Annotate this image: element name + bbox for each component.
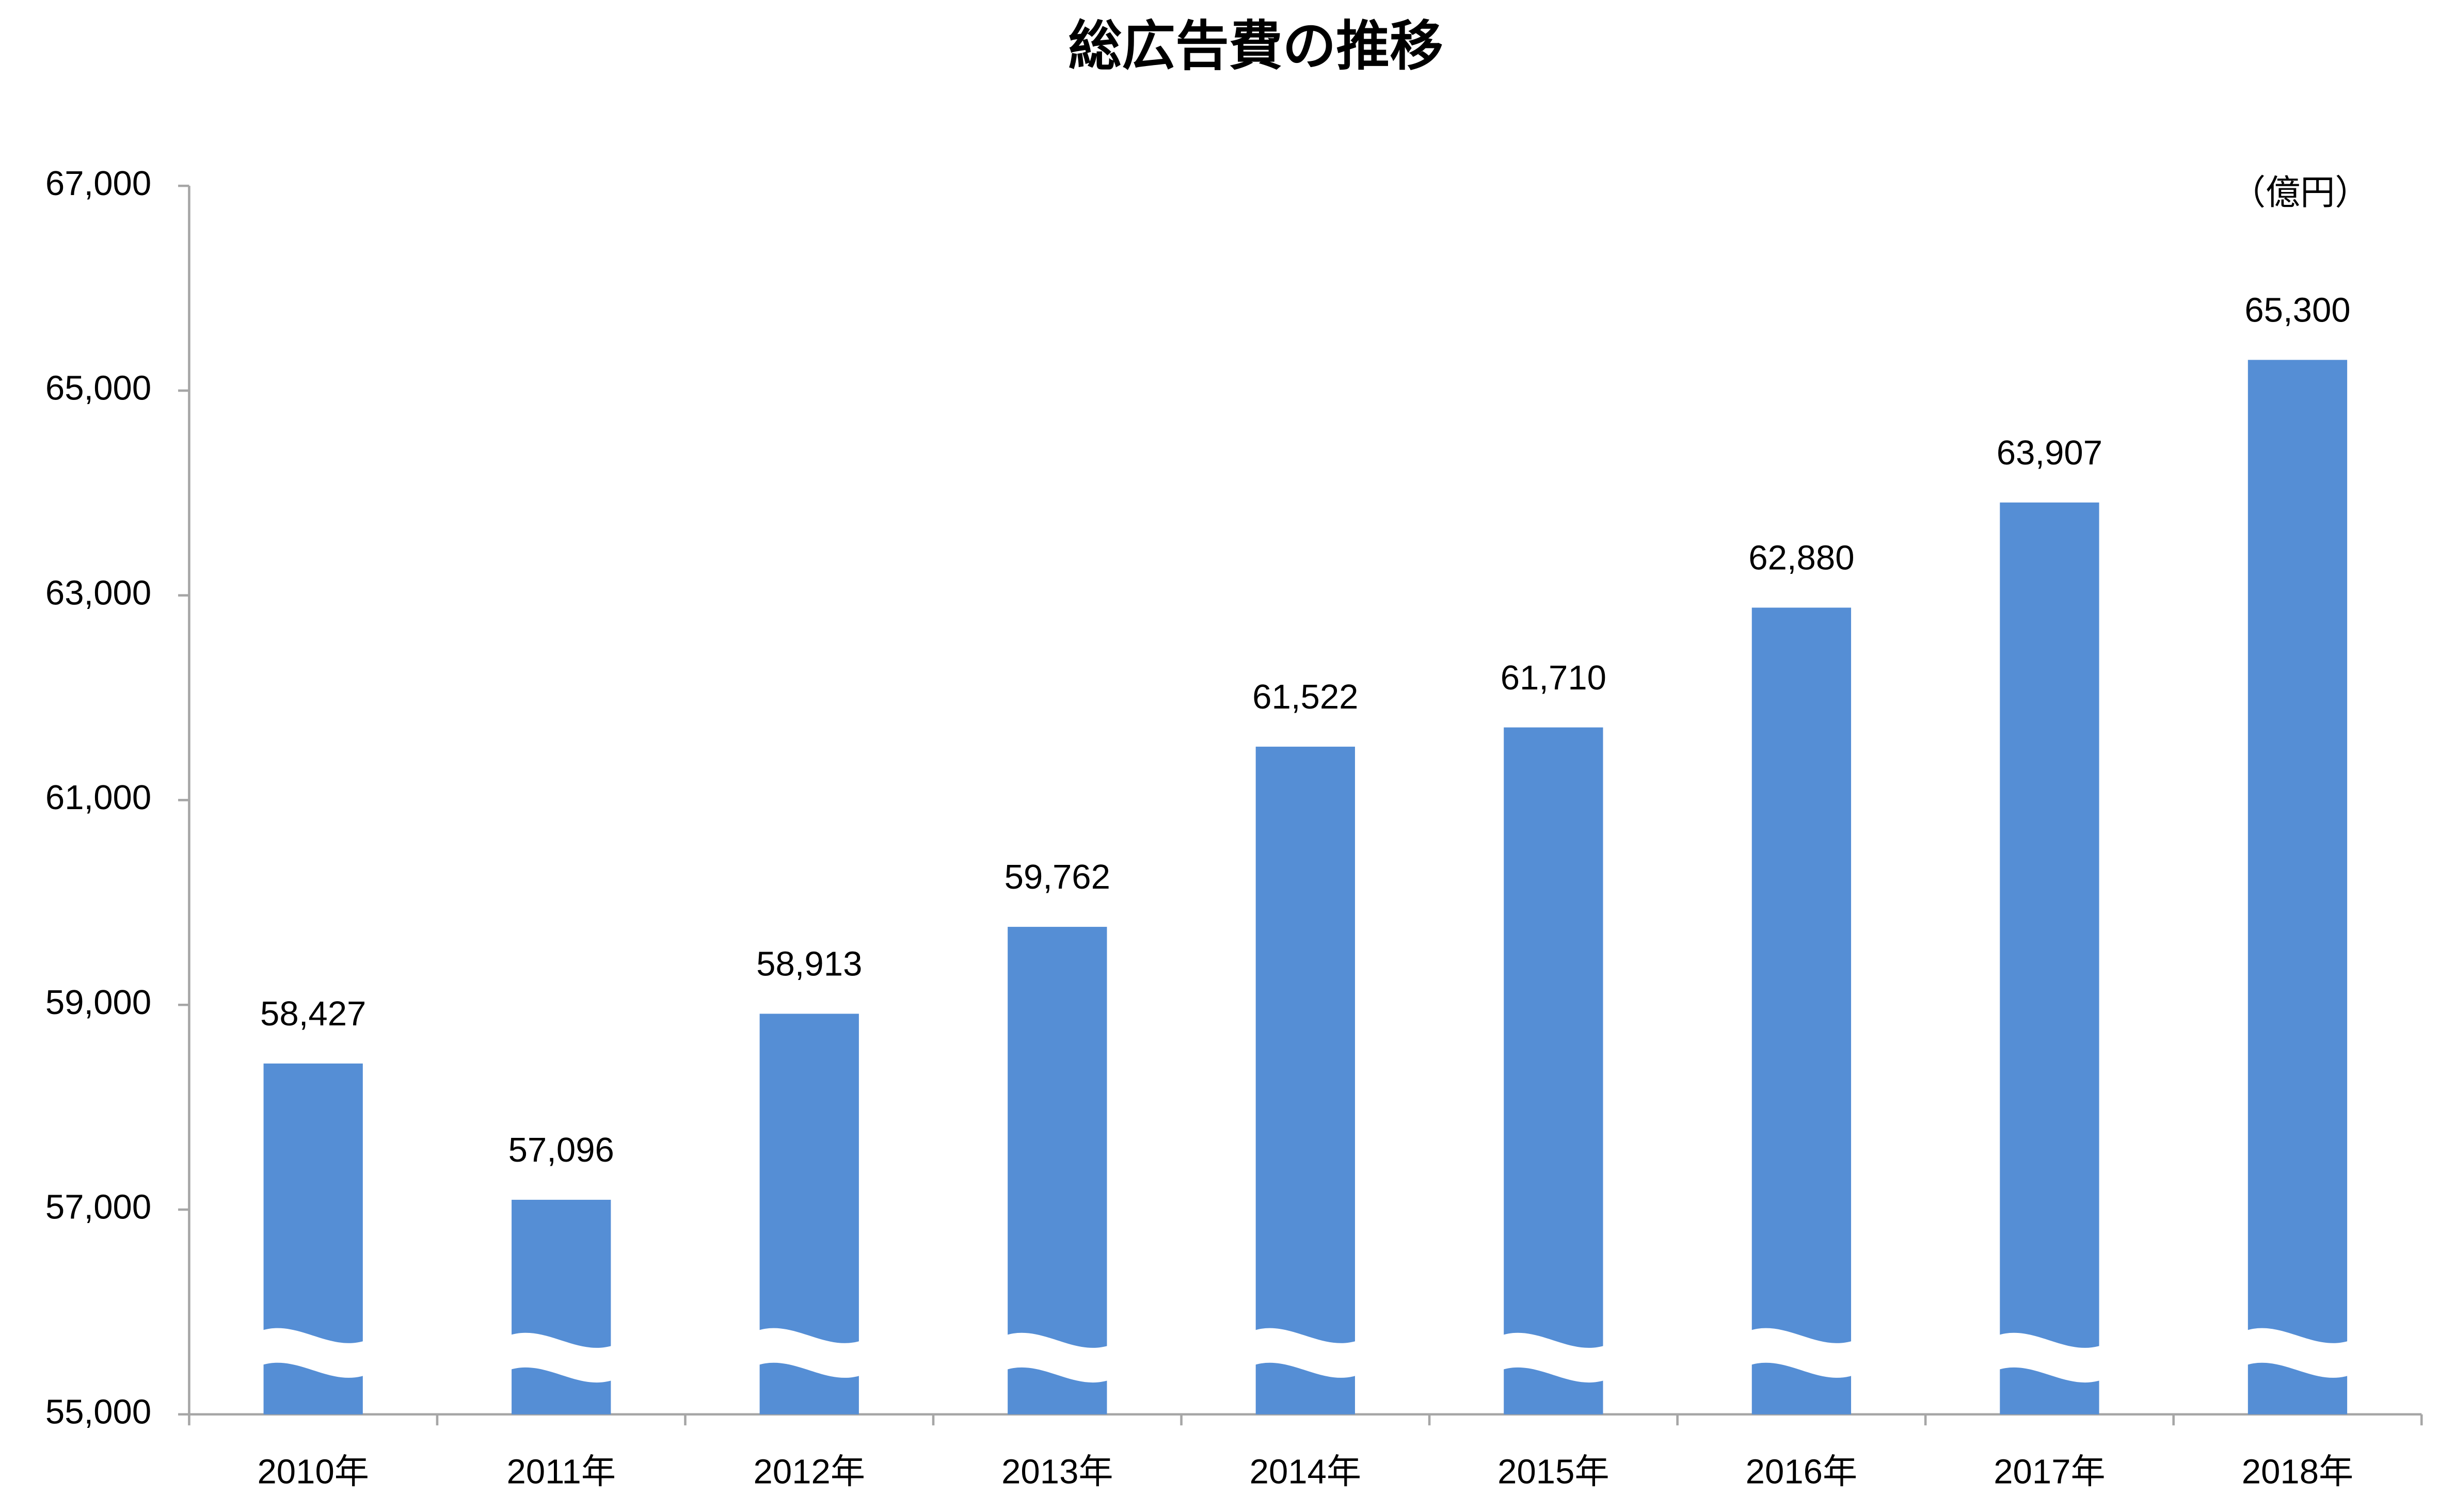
axis-break	[260, 1328, 366, 1378]
x-tick-label: 2010年	[257, 1452, 369, 1491]
axis-break	[1748, 1328, 1855, 1378]
unit-label: （億円）	[2231, 173, 2370, 212]
y-tick-label: 59,000	[45, 983, 151, 1022]
x-tick-label: 2013年	[1001, 1452, 1113, 1491]
axis-break	[1501, 1332, 1606, 1383]
axis-break	[756, 1328, 863, 1378]
x-tick-label: 2017年	[1994, 1452, 2105, 1491]
value-label: 58,913	[756, 945, 862, 984]
value-label: 61,522	[1252, 678, 1358, 716]
y-tick-label: 65,000	[45, 369, 151, 408]
x-tick-label: 2012年	[754, 1452, 865, 1491]
value-label: 59,762	[1005, 858, 1110, 896]
bar	[1255, 746, 1355, 1414]
y-tick-label: 55,000	[45, 1393, 151, 1431]
bar	[1504, 727, 1603, 1414]
chart-title: 総広告費の推移	[1069, 16, 1443, 76]
y-tick-label: 67,000	[45, 164, 151, 203]
axis-break	[1997, 1332, 2102, 1383]
y-tick-label: 63,000	[45, 573, 151, 612]
y-tick-label: 57,000	[45, 1188, 151, 1227]
axis-break	[2244, 1328, 2351, 1378]
y-tick-label: 61,000	[45, 778, 151, 817]
x-tick-label: 2016年	[1746, 1452, 1857, 1491]
value-label: 57,096	[508, 1131, 614, 1169]
axis-break	[1252, 1328, 1359, 1378]
bar	[2247, 360, 2348, 1414]
value-label: 58,427	[260, 994, 366, 1033]
bar	[1751, 607, 1852, 1414]
value-label: 62,880	[1748, 539, 1854, 577]
axis-break	[508, 1332, 614, 1383]
x-tick-label: 2015年	[1497, 1452, 1609, 1491]
axis-break	[1005, 1332, 1110, 1383]
bar	[2000, 502, 2099, 1414]
value-label: 63,907	[1997, 433, 2102, 472]
value-label: 61,710	[1501, 658, 1606, 697]
value-label: 65,300	[2244, 291, 2350, 330]
x-tick-label: 2014年	[1250, 1452, 1361, 1491]
x-tick-label: 2018年	[2242, 1452, 2353, 1491]
x-tick-label: 2011年	[506, 1452, 615, 1491]
